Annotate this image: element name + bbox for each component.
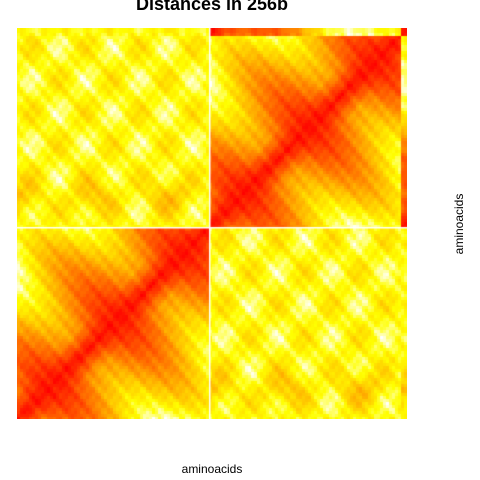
y-axis-label: aminoacids (452, 193, 466, 255)
heatmap-plot (17, 28, 407, 419)
chart-title: Distances in 256b (135, 0, 289, 14)
x-axis-label: aminoacids (181, 462, 243, 476)
